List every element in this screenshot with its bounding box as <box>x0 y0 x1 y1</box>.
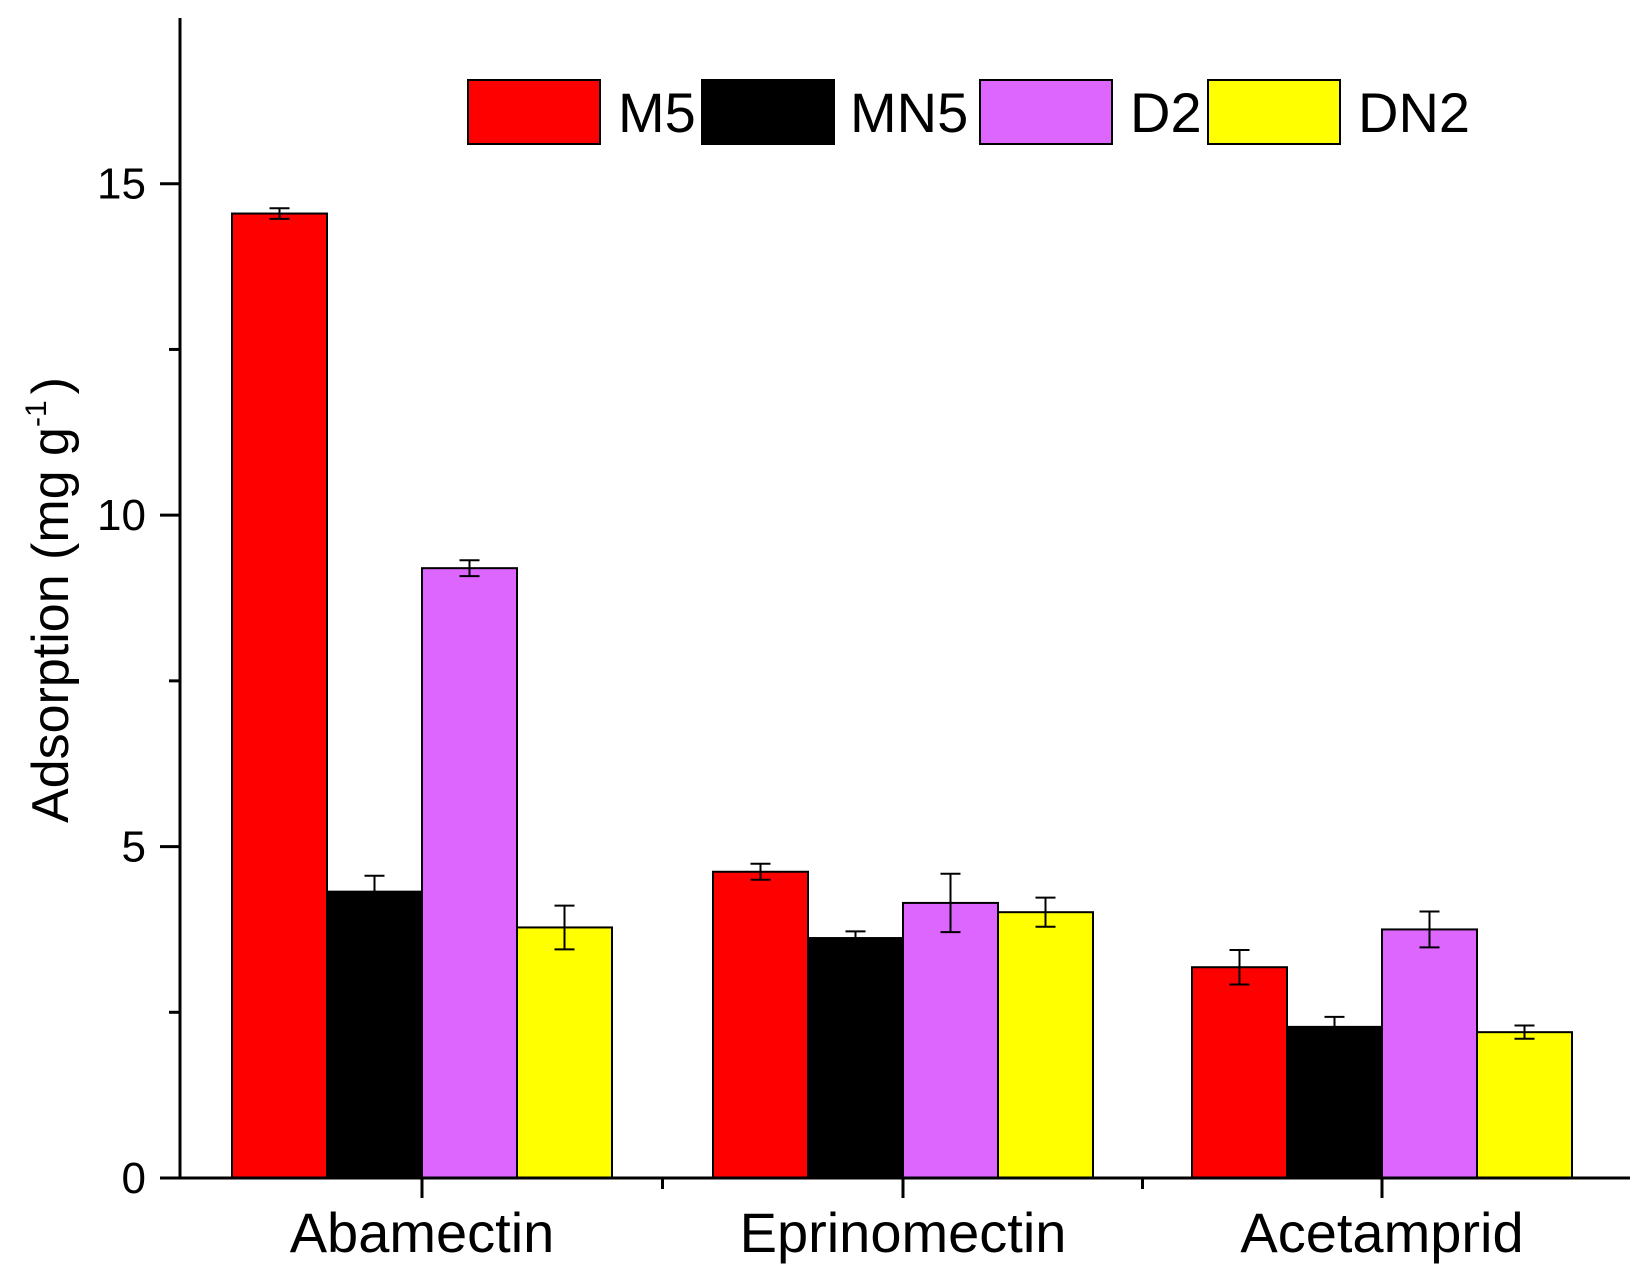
bar-dn2-abamectin <box>516 926 613 1179</box>
legend-swatch-dn2 <box>1207 79 1341 145</box>
bar-dn2-eprinomectin <box>997 911 1094 1179</box>
bar-m5-eprinomectin <box>712 870 809 1179</box>
error-bars-layer <box>269 207 1535 1040</box>
legend-swatch-mn5 <box>701 79 835 145</box>
bar-d2-eprinomectin <box>902 901 999 1180</box>
bar-d2-abamectin <box>421 567 518 1179</box>
x-tick-label-eprinomectin: Eprinomectin <box>740 1201 1067 1264</box>
legend: M5 MN5 D2 DN2 <box>467 79 1470 145</box>
legend-label-dn2: DN2 <box>1358 81 1470 144</box>
legend-label-m5: M5 <box>618 81 696 144</box>
y-tick-label-10: 10 <box>97 491 146 540</box>
legend-swatch-d2 <box>979 79 1113 145</box>
bars-layer <box>231 212 1573 1180</box>
bar-mn5-abamectin <box>326 890 423 1179</box>
x-tick-label-acetamprid: Acetamprid <box>1240 1201 1523 1264</box>
legend-label-d2: D2 <box>1130 81 1202 144</box>
legend-swatch-m5 <box>467 79 601 145</box>
y-axis-title: Adsorption (mg g-1) <box>20 377 80 823</box>
legend-label-mn5: MN5 <box>850 81 968 144</box>
y-axis-title-close: ) <box>22 377 80 394</box>
y-axis-title-superscript: -1 <box>20 400 53 427</box>
y-axis-title-main: Adsorption (mg g <box>22 427 80 823</box>
bar-m5-acetamprid <box>1191 966 1288 1179</box>
bar-mn5-eprinomectin <box>807 937 904 1179</box>
axes-layer: 0 5 10 15 Abamectin Eprinomectin Acetamprid <box>97 18 1630 1264</box>
x-tick-label-abamectin: Abamectin <box>290 1201 555 1264</box>
bar-dn2-acetamprid <box>1476 1031 1573 1179</box>
bar-d2-acetamprid <box>1381 928 1478 1180</box>
bar-mn5-acetamprid <box>1286 1025 1383 1179</box>
y-tick-label-0: 0 <box>122 1154 146 1203</box>
y-tick-label-15: 15 <box>97 160 146 209</box>
y-tick-label-5: 5 <box>122 823 146 872</box>
bar-m5-abamectin <box>231 212 328 1180</box>
